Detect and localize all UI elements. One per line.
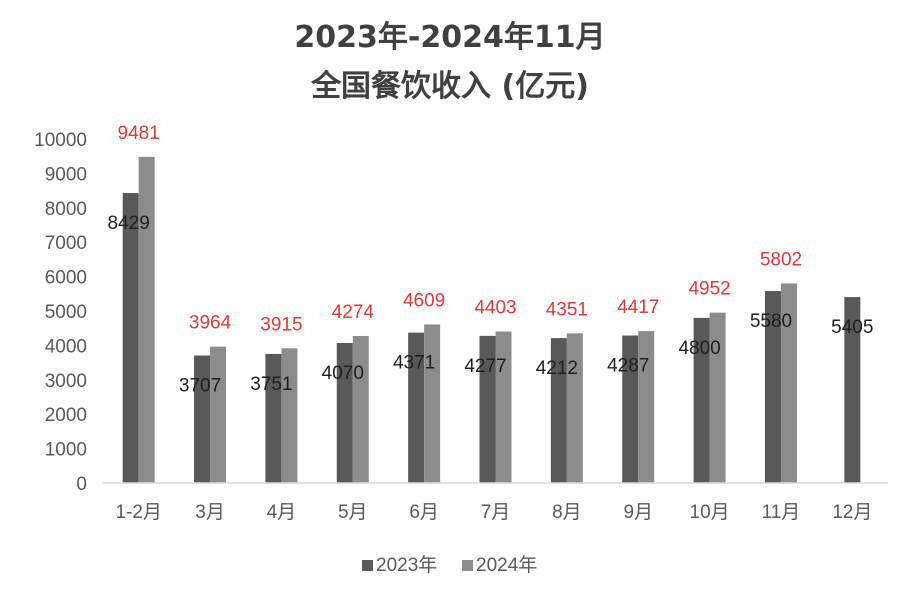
value-label-2023: 8429 — [108, 213, 150, 234]
x-tick-label: 1-2月 — [115, 502, 161, 523]
bar-2023 — [408, 332, 425, 483]
bars-group — [122, 156, 861, 483]
legend-swatch-2023年 — [362, 560, 373, 571]
chart-title-line-2: 全国餐饮收入 (亿元) — [310, 69, 589, 104]
legend-label: 2023年 — [376, 554, 437, 576]
value-label-2023: 4287 — [607, 356, 649, 377]
value-label-2024: 3964 — [189, 313, 232, 334]
x-tick-label: 5月 — [338, 502, 368, 523]
value-label-2023: 5580 — [750, 311, 792, 332]
value-label-2023: 3707 — [179, 375, 221, 396]
value-label-2023: 4371 — [393, 353, 435, 374]
y-tick-label: 9000 — [45, 164, 87, 185]
value-label-2024: 4274 — [332, 302, 375, 323]
y-tick-label: 3000 — [45, 371, 87, 392]
value-label-2024: 5802 — [760, 249, 802, 270]
value-label-2023: 5405 — [831, 317, 873, 338]
x-tick-label: 8月 — [552, 502, 582, 523]
bar-2024 — [638, 331, 655, 483]
bar-2024 — [281, 348, 298, 483]
bar-2023 — [550, 338, 567, 483]
bar-2024 — [210, 346, 227, 483]
y-axis: 0 1000 2000 3000 4000 5000 6000 7000 8000 9000 100… — [34, 130, 87, 495]
x-tick-label: 9月 — [623, 502, 653, 523]
x-tick-label: 4月 — [267, 502, 297, 523]
y-tick-label: 4000 — [45, 336, 87, 357]
bar-2024 — [495, 331, 512, 483]
y-tick-label: 1000 — [45, 440, 87, 461]
bar-2023 — [479, 335, 496, 483]
bar-2023 — [844, 297, 861, 483]
bar-2023 — [336, 342, 353, 483]
x-tick-label: 12月 — [832, 502, 872, 523]
bar-2024 — [780, 283, 797, 483]
legend-swatch-2024年 — [462, 560, 473, 571]
value-label-2023: 4800 — [678, 338, 720, 359]
bar-2024 — [424, 324, 441, 483]
x-tick-label: 11月 — [762, 502, 801, 523]
x-tick-label: 6月 — [409, 502, 439, 523]
value-label-2023: 4070 — [322, 363, 364, 384]
value-label-2024: 4952 — [688, 279, 730, 300]
y-tick-label: 2000 — [45, 405, 87, 426]
y-tick-label: 7000 — [45, 233, 87, 254]
y-tick-label: 0 — [76, 474, 87, 495]
value-label-2024: 4609 — [403, 290, 445, 311]
bar-2024 — [709, 312, 726, 483]
bar-2023 — [693, 317, 710, 483]
y-tick-label: 8000 — [45, 199, 87, 220]
x-axis: 1-2月 3月 4月 5月 6月 7月 8月 9月 10月 11月 12月 — [115, 502, 872, 523]
legend: 2023年 2024年 — [362, 554, 537, 576]
y-tick-label: 10000 — [34, 130, 87, 151]
value-label-2024: 9481 — [118, 123, 160, 144]
bar-2023 — [122, 193, 139, 483]
y-tick-label: 5000 — [45, 302, 87, 323]
bar-2024 — [352, 335, 369, 483]
value-label-2024: 4351 — [546, 299, 588, 320]
value-label-2023: 3751 — [250, 374, 292, 395]
legend-label: 2024年 — [476, 554, 537, 576]
bar-2023 — [622, 335, 639, 483]
bar-2023 — [265, 353, 282, 483]
value-label-2024: 4403 — [474, 298, 516, 319]
value-labels-group: 8429 9481 3707 3964 3751 3915 4070 4274 4371 4609… — [108, 123, 874, 397]
x-tick-label: 3月 — [195, 502, 225, 523]
bar-2023 — [764, 291, 781, 483]
value-label-2023: 4212 — [536, 358, 578, 379]
y-tick-label: 6000 — [45, 268, 87, 289]
bar-2024 — [566, 333, 583, 483]
bar-2024 — [138, 156, 155, 483]
value-label-2024: 4417 — [617, 297, 659, 318]
value-label-2023: 4277 — [464, 356, 506, 377]
chart-title-line-1: 2023年-2024年11月 — [294, 20, 605, 55]
x-tick-label: 7月 — [481, 502, 511, 523]
value-label-2024: 3915 — [260, 314, 302, 335]
bar-2023 — [194, 355, 211, 483]
x-tick-label: 10月 — [690, 502, 730, 523]
